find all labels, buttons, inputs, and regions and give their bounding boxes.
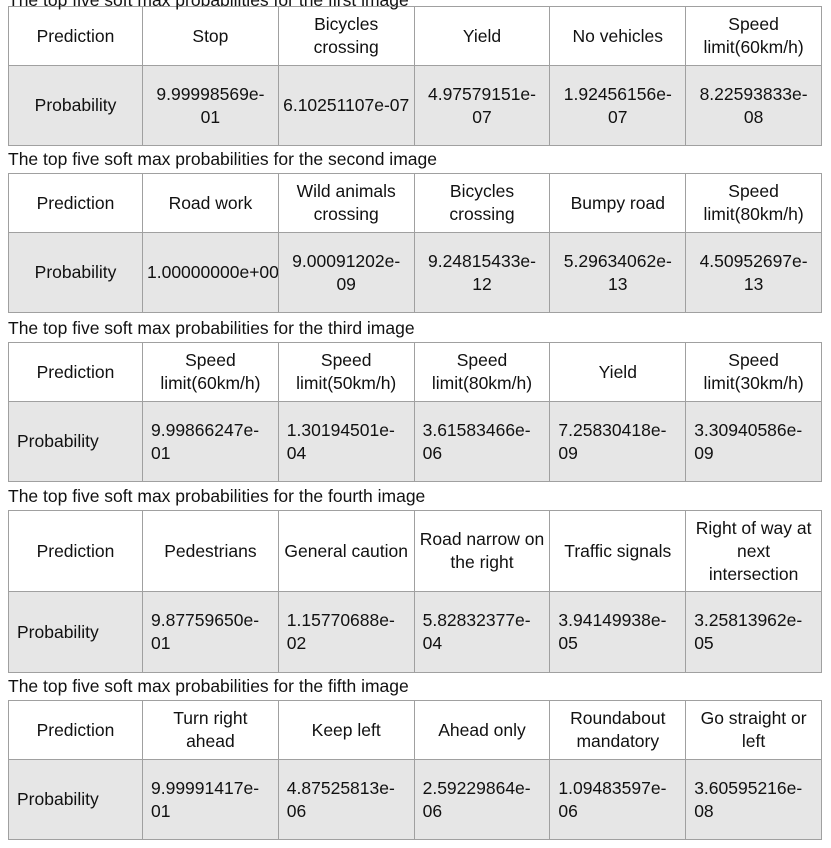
prediction-cell: Bicycles crossing — [277, 6, 415, 66]
table-caption: The top five soft max probabilities for … — [8, 0, 409, 10]
prediction-cell: General caution — [277, 510, 415, 592]
prediction-row: Prediction Speed limit(60km/h) Speed lim… — [8, 342, 822, 402]
row-label: Prediction — [8, 342, 143, 402]
prediction-cell: Go straight or left — [685, 700, 822, 760]
table-caption: The top five soft max probabilities for … — [8, 149, 437, 169]
table-caption: The top five soft max probabilities for … — [8, 676, 409, 696]
row-label: Prediction — [8, 6, 143, 66]
prediction-cell: No vehicles — [549, 6, 687, 66]
probability-cell: 4.97579151e-07 — [413, 65, 551, 146]
probability-cell: 9.99998569e-01 — [142, 65, 279, 146]
probability-row: Probability 1.00000000e+00 9.00091202e-0… — [8, 232, 822, 313]
table-block-3: The top five soft max probabilities for … — [0, 314, 831, 482]
prediction-cell: Bumpy road — [549, 173, 687, 233]
table-block-1: The top five soft max probabilities for … — [0, 0, 831, 146]
prediction-cell: Turn right ahead — [142, 700, 279, 760]
prediction-cell: Speed limit(80km/h) — [685, 173, 822, 233]
probability-cell: 1.00000000e+00 — [142, 232, 279, 313]
probability-table: Prediction Stop Bicycles crossing Yield … — [8, 6, 822, 146]
table-block-2: The top five soft max probabilities for … — [0, 145, 831, 313]
probability-cell: 1.92456156e-07 — [549, 65, 687, 146]
probability-cell: 3.60595216e-08 — [685, 759, 822, 840]
row-label: Probability — [8, 401, 143, 482]
row-label: Probability — [8, 759, 143, 840]
row-label: Probability — [8, 232, 143, 313]
probability-cell: 9.87759650e-01 — [142, 591, 279, 673]
probability-row: Probability 9.99991417e-01 4.87525813e-0… — [8, 759, 822, 840]
prediction-cell: Speed limit(60km/h) — [685, 6, 822, 66]
probability-table: Prediction Speed limit(60km/h) Speed lim… — [8, 342, 822, 482]
prediction-cell: Ahead only — [413, 700, 551, 760]
probability-cell: 3.25813962e-05 — [685, 591, 822, 673]
prediction-cell: Traffic signals — [549, 510, 687, 592]
probability-cell: 7.25830418e-09 — [549, 401, 687, 482]
probability-table: Prediction Pedestrians General caution R… — [8, 510, 822, 673]
probability-cell: 4.50952697e-13 — [685, 232, 822, 313]
prediction-cell: Stop — [142, 6, 279, 66]
prediction-cell: Wild animals crossing — [277, 173, 415, 233]
prediction-cell: Speed limit(50km/h) — [277, 342, 415, 402]
prediction-row: Prediction Turn right ahead Keep left Ah… — [8, 700, 822, 760]
probability-cell: 1.09483597e-06 — [549, 759, 687, 840]
probability-cell: 9.24815433e-12 — [413, 232, 551, 313]
prediction-cell: Road narrow on the right — [413, 510, 551, 592]
probability-cell: 9.00091202e-09 — [277, 232, 415, 313]
probability-cell: 3.30940586e-09 — [685, 401, 822, 482]
table-block-5: The top five soft max probabilities for … — [0, 672, 831, 840]
probability-cell: 3.61583466e-06 — [413, 401, 551, 482]
prediction-row: Prediction Pedestrians General caution R… — [8, 510, 822, 592]
probability-cell: 3.94149938e-05 — [549, 591, 687, 673]
prediction-cell: Speed limit(30km/h) — [685, 342, 822, 402]
prediction-cell: Roundabout mandatory — [549, 700, 687, 760]
prediction-row: Prediction Stop Bicycles crossing Yield … — [8, 6, 822, 66]
prediction-cell: Keep left — [277, 700, 415, 760]
probability-cell: 9.99866247e-01 — [142, 401, 279, 482]
probability-cell: 6.10251107e-07 — [277, 65, 415, 146]
row-label: Prediction — [8, 173, 143, 233]
table-block-4: The top five soft max probabilities for … — [0, 482, 831, 673]
probability-cell: 1.15770688e-02 — [277, 591, 415, 673]
probability-cell: 9.99991417e-01 — [142, 759, 279, 840]
probability-cell: 4.87525813e-06 — [277, 759, 415, 840]
probability-cell: 5.29634062e-13 — [549, 232, 687, 313]
prediction-cell: Pedestrians — [142, 510, 279, 592]
probability-cell: 5.82832377e-04 — [413, 591, 551, 673]
row-label: Probability — [8, 591, 143, 673]
probability-table: Prediction Turn right ahead Keep left Ah… — [8, 700, 822, 840]
prediction-cell: Right of way at next intersection — [685, 510, 822, 592]
prediction-cell: Speed limit(60km/h) — [142, 342, 279, 402]
prediction-cell: Yield — [413, 6, 551, 66]
prediction-cell: Road work — [142, 173, 279, 233]
probability-table: Prediction Road work Wild animals crossi… — [8, 173, 822, 313]
prediction-cell: Speed limit(80km/h) — [413, 342, 551, 402]
table-caption: The top five soft max probabilities for … — [8, 318, 415, 338]
probability-cell: 1.30194501e-04 — [277, 401, 415, 482]
prediction-cell: Yield — [549, 342, 687, 402]
prediction-row: Prediction Road work Wild animals crossi… — [8, 173, 822, 233]
row-label: Prediction — [8, 510, 143, 592]
probability-cell: 8.22593833e-08 — [685, 65, 822, 146]
probability-row: Probability 9.87759650e-01 1.15770688e-0… — [8, 591, 822, 673]
row-label: Prediction — [8, 700, 143, 760]
probability-cell: 2.59229864e-06 — [413, 759, 551, 840]
probability-row: Probability 9.99866247e-01 1.30194501e-0… — [8, 401, 822, 482]
table-caption: The top five soft max probabilities for … — [8, 486, 426, 506]
probability-row: Probability 9.99998569e-01 6.10251107e-0… — [8, 65, 822, 146]
row-label: Probability — [8, 65, 143, 146]
prediction-cell: Bicycles crossing — [413, 173, 551, 233]
